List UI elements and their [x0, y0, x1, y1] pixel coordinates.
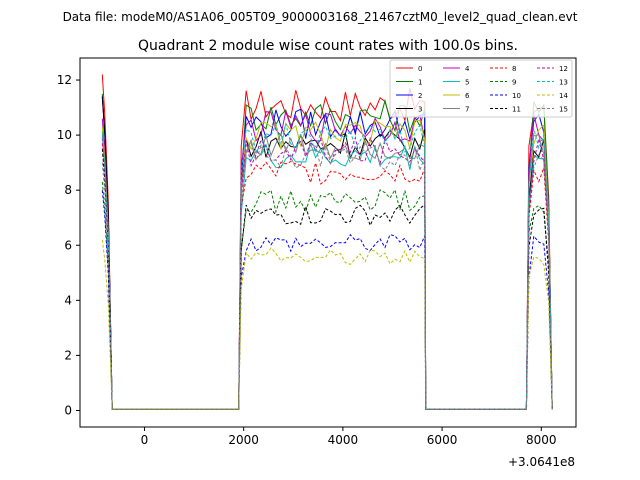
y-tick-label: 6 — [64, 238, 72, 252]
chart-title: Quadrant 2 module wise count rates with … — [138, 38, 518, 54]
legend-label-11: 11 — [512, 106, 521, 114]
legend-label-1: 1 — [418, 79, 422, 87]
legend-label-4: 4 — [465, 65, 470, 73]
legend-label-6: 6 — [465, 92, 470, 100]
series-line-10 — [101, 190, 553, 410]
legend-frame — [389, 59, 573, 118]
legend-label-7: 7 — [465, 106, 469, 114]
series-lines — [101, 74, 553, 410]
series-line-8 — [101, 143, 553, 410]
y-tick-label: 0 — [64, 403, 72, 417]
x-offset-label: +3.0641e8 — [508, 455, 575, 469]
y-tick-label: 12 — [57, 73, 72, 87]
legend-label-2: 2 — [418, 92, 422, 100]
x-tick-label: 2000 — [228, 433, 259, 447]
legend-label-0: 0 — [418, 65, 422, 73]
series-line-14 — [101, 239, 553, 410]
legend-label-14: 14 — [559, 92, 568, 100]
series-line-5 — [101, 129, 553, 410]
series-line-15 — [101, 141, 553, 410]
series-line-7 — [101, 132, 553, 410]
y-tick-label: 8 — [64, 183, 72, 197]
y-tick-label: 4 — [64, 293, 72, 307]
x-tick-label: 8000 — [526, 433, 557, 447]
y-tick-label: 2 — [64, 348, 72, 362]
legend-label-12: 12 — [559, 65, 568, 73]
series-line-4 — [101, 111, 553, 410]
axes-frame — [79, 57, 577, 428]
x-tick-label: 0 — [141, 433, 149, 447]
legend-label-13: 13 — [559, 79, 568, 87]
legend-label-10: 10 — [512, 92, 521, 100]
series-line-12 — [101, 135, 553, 410]
x-tick-label: 4000 — [328, 433, 359, 447]
series-line-11 — [101, 148, 553, 410]
y-tick-label: 10 — [57, 128, 72, 142]
series-line-6 — [101, 119, 553, 410]
x-tick-label: 6000 — [427, 433, 458, 447]
legend-label-3: 3 — [418, 106, 422, 114]
legend-label-5: 5 — [465, 79, 469, 87]
series-line-0 — [101, 74, 553, 410]
legend-label-15: 15 — [559, 106, 568, 114]
legend-label-8: 8 — [512, 65, 516, 73]
series-line-9 — [101, 181, 553, 410]
legend-label-9: 9 — [512, 79, 516, 87]
figure-suptitle: Data file: modeM0/AS1A06_005T09_90000031… — [63, 10, 578, 24]
series-line-13 — [101, 123, 553, 410]
